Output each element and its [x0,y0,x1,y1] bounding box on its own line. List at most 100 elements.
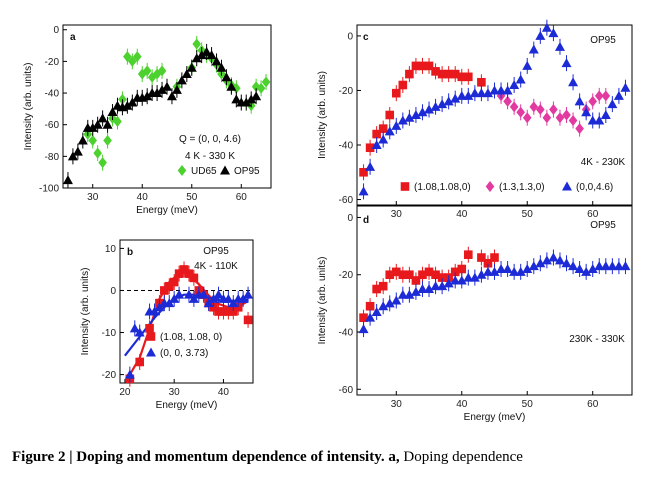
data-point-c-s3 [424,104,435,114]
data-point-d-s2 [404,289,415,299]
x-tick-label-d: 40 [456,399,468,410]
y-tick-label-b: 10 [105,244,117,255]
data-point-c-s2 [503,95,512,107]
data-point-c-s3 [587,115,598,125]
data-point-c-s3 [509,80,520,89]
data-point-d-s1 [405,270,414,280]
legend-marker-b-1 [146,332,156,341]
data-point-b-s1 [160,286,169,295]
data-point-a-s2 [206,50,217,60]
data-point-d-s1 [418,270,427,280]
data-point-b-s2 [238,293,249,303]
data-point-a-s2 [176,75,187,85]
data-point-c-s3 [600,110,611,119]
x-tick-label-c: 60 [587,209,599,220]
data-point-a-s2 [157,84,168,94]
data-point-c-s2 [601,90,611,102]
legend-marker-c-1 [400,182,410,191]
data-point-d-s2 [469,272,480,282]
panel-a: 30 40 50 60 0 -20 -40 -60 -80 -100 Energy (meV) Int… [23,24,272,216]
data-point-b-s1 [164,281,174,291]
data-point-d-s2 [384,298,395,308]
data-point-c-s3 [607,99,618,109]
data-point-b-s2 [243,289,254,299]
data-point-c-s3 [515,74,526,84]
y-tick-label-a: 0 [53,25,59,36]
data-point-c-s1 [464,72,473,82]
data-point-d-s2 [443,278,454,288]
data-point-c-s3 [378,134,389,144]
data-point-c-s1 [398,80,408,90]
data-point-b-s1 [179,265,189,274]
y-tick-label-b: -10 [102,328,117,339]
data-point-b-s2 [164,298,175,308]
data-point-d-s2 [365,312,376,322]
data-point-c-s3 [613,90,624,100]
data-point-c-s3 [469,88,480,98]
caption-panel-ref: a, [388,449,400,465]
data-point-c-s1 [405,69,414,79]
data-point-d-s2 [371,306,382,316]
panel-d: 30 40 50 60 0 -20 -40 -60 Energy (meV) Intensity … [317,205,633,423]
y-tick-label-a: -20 [45,57,60,68]
data-point-a-s2 [92,119,103,129]
x-tick-label-d: 60 [587,399,599,410]
data-point-d-s2 [430,281,441,291]
panel-c: 30 40 50 60 0 -20 -40 -60 Intensity (arb. units)… [317,19,633,220]
data-point-b-s2 [223,293,234,303]
annotation-b-2: 4K - 110K [194,261,238,272]
data-point-d-s2 [509,266,520,276]
data-point-a-s1 [98,157,107,169]
data-point-d-s2 [391,295,402,305]
data-point-d-s2 [548,252,559,262]
data-point-d-s2 [476,269,487,279]
legend-marker-b-2 [146,347,156,357]
data-point-a-s2 [166,91,177,101]
data-point-d-s1 [490,253,499,262]
data-point-a-s1 [103,135,112,147]
data-point-a-s2 [251,91,262,101]
y-axis-label-c: Intensity (arb. units) [317,71,328,159]
data-point-c-s1 [378,124,388,133]
data-point-d-s1 [424,267,434,277]
data-point-a-s1 [157,65,167,77]
data-point-a-s1 [251,81,261,93]
panel-b: 20 30 40 10 0 -10 -20 Energy (meV) Intensity (ar… [80,239,254,411]
data-point-c-s1 [457,72,467,82]
data-point-c-s2 [542,112,552,124]
data-point-d-s1 [464,250,473,259]
x-tick-label-a: 60 [236,192,248,203]
data-point-a-s1 [88,135,98,147]
data-point-b-s2 [124,369,135,379]
data-point-c-s1 [477,77,486,87]
data-point-a-s2 [226,81,237,91]
data-point-d-s2 [574,264,585,273]
y-tick-label-a: -40 [45,89,60,100]
data-point-d-s1 [483,258,493,268]
y-tick-label-c: 0 [347,31,353,42]
data-point-a-s2 [246,94,257,104]
legend-label-c-3: (0,0,4.6) [576,182,613,193]
data-point-a-s2 [231,94,242,104]
data-point-d-s2 [450,275,461,285]
data-point-d-s1 [398,270,408,280]
data-point-c-s2 [509,101,519,113]
data-point-b-s1 [174,269,184,278]
caption-text: Doping dependence [403,449,523,465]
data-point-a-s2 [87,122,98,132]
data-point-a-s2 [107,107,118,117]
plot-frame-a [62,24,272,189]
panel-letter-b: b [127,247,133,258]
data-point-c-s2 [588,95,598,107]
data-point-d-s2 [587,264,598,273]
data-point-d-s1 [385,270,395,280]
data-point-d-s1 [457,264,467,274]
data-point-d-s2 [502,264,513,273]
panel-letter-c: c [363,32,369,43]
data-point-c-s2 [522,112,532,124]
annotation-c-2: 4K - 230K [581,157,626,168]
legend-label-a-2: OP95 [234,166,260,177]
x-tick-label-d: 30 [391,399,403,410]
y-axis-label-d: Intensity (arb. units) [317,257,328,345]
